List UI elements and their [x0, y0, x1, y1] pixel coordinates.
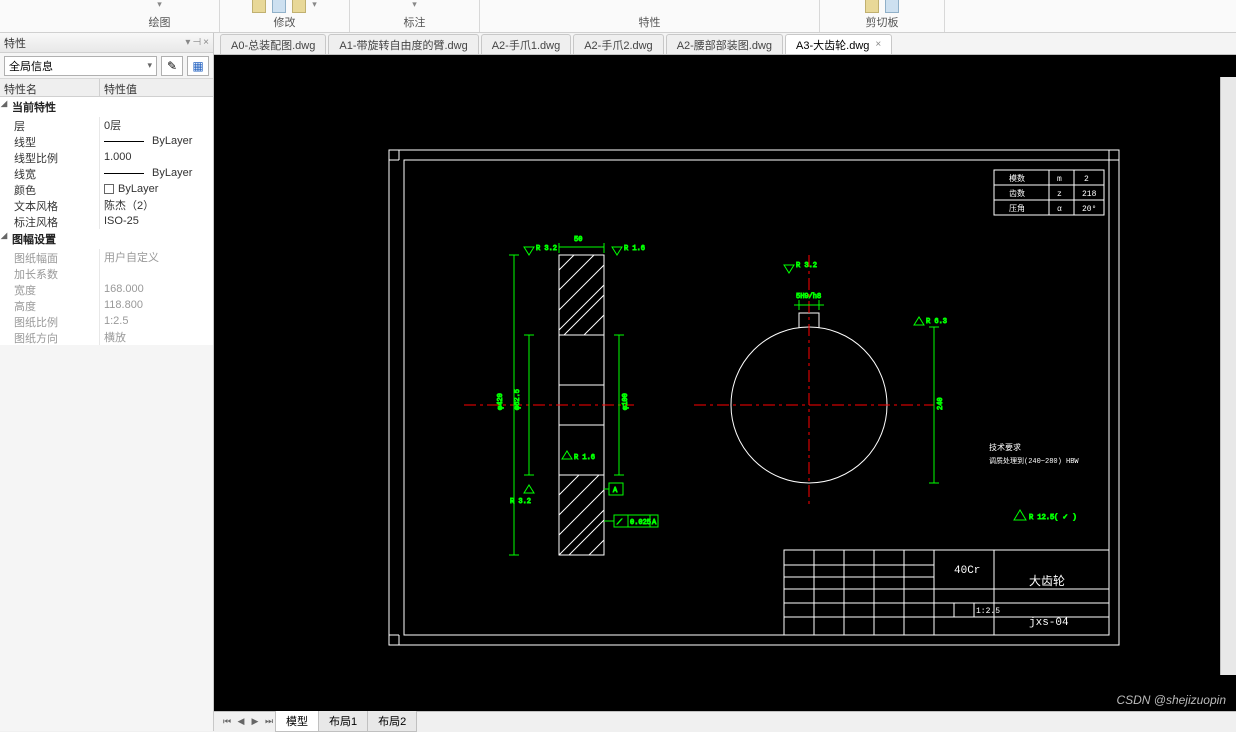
- close-icon[interactable]: ×: [203, 37, 209, 48]
- nav-prev-icon[interactable]: ◀: [234, 714, 248, 730]
- prop-row: 高度118.800: [0, 297, 213, 313]
- layout-tab-model[interactable]: 模型: [275, 711, 319, 732]
- panel-title-bar: 特性 ▾ ⊣ ×: [0, 33, 213, 53]
- svg-text:m: m: [1057, 175, 1062, 184]
- drawing-canvas[interactable]: 模数 m 2 齿数 z 218 压角 α 20°: [214, 55, 1236, 711]
- document-tabs: A0-总装配图.dwg A1-带旋转自由度的臂.dwg A2-手爪1.dwg A…: [214, 33, 1236, 55]
- vertical-scrollbar[interactable]: [1220, 77, 1236, 675]
- svg-text:R 1.6: R 1.6: [624, 245, 645, 253]
- svg-text:50: 50: [574, 236, 582, 244]
- prop-row: 宽度168.000: [0, 281, 213, 297]
- doc-tab[interactable]: A2-手爪2.dwg: [573, 34, 663, 54]
- col-name: 特性名: [0, 79, 100, 96]
- svg-text:A: A: [652, 519, 657, 527]
- doc-tab[interactable]: A0-总装配图.dwg: [220, 34, 326, 54]
- section-sheet[interactable]: 图幅设置: [0, 229, 213, 249]
- layout-tab-2[interactable]: 布局2: [367, 711, 417, 732]
- svg-text:压角: 压角: [1009, 203, 1025, 214]
- ribbon-label: 绘图: [149, 14, 171, 30]
- prop-row: 线型比例1.000: [0, 149, 213, 165]
- svg-text:240: 240: [937, 397, 945, 410]
- svg-text:φ420: φ420: [497, 393, 505, 410]
- document-area: A0-总装配图.dwg A1-带旋转自由度的臂.dwg A2-手爪1.dwg A…: [214, 33, 1236, 731]
- prop-row: 层0层: [0, 117, 213, 133]
- prop-row: 线型ByLayer: [0, 133, 213, 149]
- close-tab-icon[interactable]: ×: [875, 39, 881, 50]
- ribbon-group-properties[interactable]: 特性: [480, 0, 820, 32]
- svg-text:模数: 模数: [1009, 173, 1025, 184]
- prop-columns-header: 特性名 特性值: [0, 79, 213, 97]
- doc-tab[interactable]: A2-腰部部装图.dwg: [666, 34, 783, 54]
- nav-last-icon[interactable]: ⏭: [262, 714, 276, 730]
- select-icon[interactable]: ▦: [187, 56, 209, 76]
- svg-text:2: 2: [1084, 175, 1089, 184]
- svg-text:5H9/h8: 5H9/h8: [796, 293, 821, 301]
- svg-text:R 3.2: R 3.2: [796, 262, 817, 270]
- svg-text:z: z: [1057, 190, 1062, 199]
- svg-text:( ✓ ): ( ✓ ): [1054, 514, 1077, 522]
- nav-next-icon[interactable]: ▶: [248, 714, 262, 730]
- svg-text:R 3.2: R 3.2: [536, 245, 557, 253]
- svg-text:⟋: ⟋: [617, 518, 622, 527]
- prop-row: 图纸幅面用户自定义: [0, 249, 213, 265]
- col-value: 特性值: [100, 79, 213, 96]
- ribbon-group-clipboard[interactable]: 剪切板: [820, 0, 945, 32]
- doc-tab[interactable]: A2-手爪1.dwg: [481, 34, 571, 54]
- ribbon-label: 剪切板: [866, 14, 899, 30]
- svg-text:φ62.5: φ62.5: [514, 389, 522, 410]
- doc-tab[interactable]: A3-大齿轮.dwg×: [785, 34, 892, 54]
- prop-row: 图纸比例1:2.5: [0, 313, 213, 329]
- doc-tab[interactable]: A1-带旋转自由度的臂.dwg: [328, 34, 478, 54]
- svg-text:R 12.5: R 12.5: [1029, 514, 1054, 522]
- ribbon-label: 标注: [404, 14, 426, 30]
- svg-text:0.025: 0.025: [630, 519, 651, 527]
- ribbon-group-annotate[interactable]: ▾ 标注: [350, 0, 480, 32]
- ribbon-label: 特性: [639, 14, 661, 30]
- layout-tabs: ⏮ ◀ ▶ ⏭ 模型 布局1 布局2: [214, 711, 1236, 731]
- nav-first-icon[interactable]: ⏮: [220, 714, 234, 730]
- svg-text:jxs-04: jxs-04: [1029, 617, 1069, 629]
- ribbon-group-modify[interactable]: ▾ 修改: [220, 0, 350, 32]
- svg-text:齿数: 齿数: [1009, 188, 1025, 199]
- global-info-dropdown[interactable]: 全局信息: [4, 56, 157, 76]
- prop-row: 文本风格陈杰（2）: [0, 197, 213, 213]
- dropdown-icon[interactable]: ▾: [185, 37, 190, 48]
- svg-text:大齿轮: 大齿轮: [1029, 574, 1065, 589]
- layout-tab-1[interactable]: 布局1: [318, 711, 368, 732]
- panel-title: 特性: [4, 35, 26, 51]
- svg-text:α: α: [1057, 205, 1062, 214]
- prop-row: 加长系数: [0, 265, 213, 281]
- prop-row: 线宽ByLayer: [0, 165, 213, 181]
- pin-icon[interactable]: ⊣: [192, 37, 201, 48]
- prop-row: 颜色ByLayer: [0, 181, 213, 197]
- svg-text:R 6.3: R 6.3: [926, 318, 947, 326]
- ribbon-group-draw[interactable]: ▾ 绘图: [100, 0, 220, 32]
- svg-text:φ100: φ100: [622, 393, 630, 410]
- svg-text:1:2.5: 1:2.5: [976, 607, 1000, 616]
- svg-text:218: 218: [1082, 190, 1097, 199]
- ribbon-label: 修改: [274, 14, 296, 30]
- svg-text:20°: 20°: [1082, 205, 1096, 214]
- prop-row: 图纸方向横放: [0, 329, 213, 345]
- properties-panel: 特性 ▾ ⊣ × 全局信息 ✎ ▦ 特性名 特性值 当前特性 层0层 线型ByL…: [0, 33, 214, 731]
- svg-text:R 3.2: R 3.2: [510, 498, 531, 506]
- svg-text:技术要求: 技术要求: [989, 442, 1021, 453]
- ribbon: ▾ 绘图 ▾ 修改 ▾ 标注 特性 剪切板: [0, 0, 1236, 33]
- svg-text:A: A: [613, 487, 618, 495]
- prop-row: 标注风格ISO-25: [0, 213, 213, 229]
- svg-text:40Cr: 40Cr: [954, 565, 980, 577]
- filter-icon[interactable]: ✎: [161, 56, 183, 76]
- cad-drawing: 模数 m 2 齿数 z 218 压角 α 20°: [214, 55, 1236, 695]
- svg-text:调质处理到(240~280) HBW: 调质处理到(240~280) HBW: [989, 456, 1079, 466]
- svg-text:R 1.6: R 1.6: [574, 454, 595, 462]
- section-current[interactable]: 当前特性: [0, 97, 213, 117]
